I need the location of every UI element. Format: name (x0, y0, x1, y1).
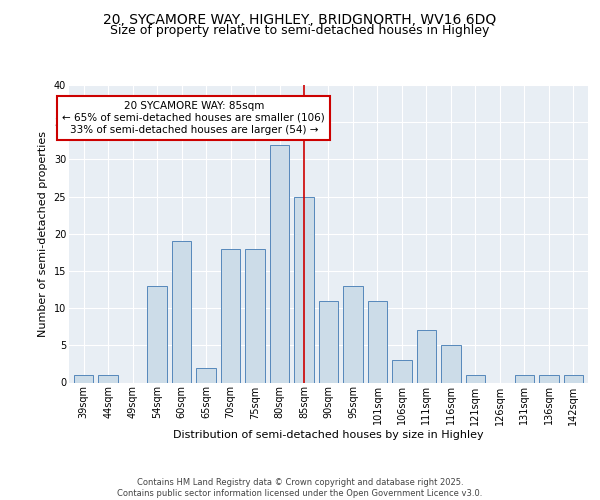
Bar (148, 286, 167, 382)
Bar (539, 375, 559, 382)
Bar (563, 375, 583, 382)
Bar (368, 300, 387, 382)
Bar (466, 375, 485, 382)
Bar (515, 375, 534, 382)
Bar (221, 248, 241, 382)
Bar (245, 248, 265, 382)
Bar (319, 300, 338, 382)
Text: Size of property relative to semi-detached houses in Highley: Size of property relative to semi-detach… (110, 24, 490, 37)
Bar (392, 360, 412, 382)
Bar (441, 346, 461, 383)
Bar (416, 330, 436, 382)
Bar (294, 196, 314, 382)
Text: 20, SYCAMORE WAY, HIGHLEY, BRIDGNORTH, WV16 6DQ: 20, SYCAMORE WAY, HIGHLEY, BRIDGNORTH, W… (103, 12, 497, 26)
Bar (196, 368, 216, 382)
Text: Contains HM Land Registry data © Crown copyright and database right 2025.
Contai: Contains HM Land Registry data © Crown c… (118, 478, 482, 498)
Text: 20 SYCAMORE WAY: 85sqm
← 65% of semi-detached houses are smaller (106)
33% of se: 20 SYCAMORE WAY: 85sqm ← 65% of semi-det… (62, 102, 325, 134)
Bar (343, 286, 363, 382)
Y-axis label: Number of semi-detached properties: Number of semi-detached properties (38, 130, 48, 337)
Bar (98, 375, 118, 382)
X-axis label: Distribution of semi-detached houses by size in Highley: Distribution of semi-detached houses by … (173, 430, 484, 440)
Bar (172, 241, 191, 382)
Bar (74, 375, 94, 382)
Bar (270, 144, 289, 382)
